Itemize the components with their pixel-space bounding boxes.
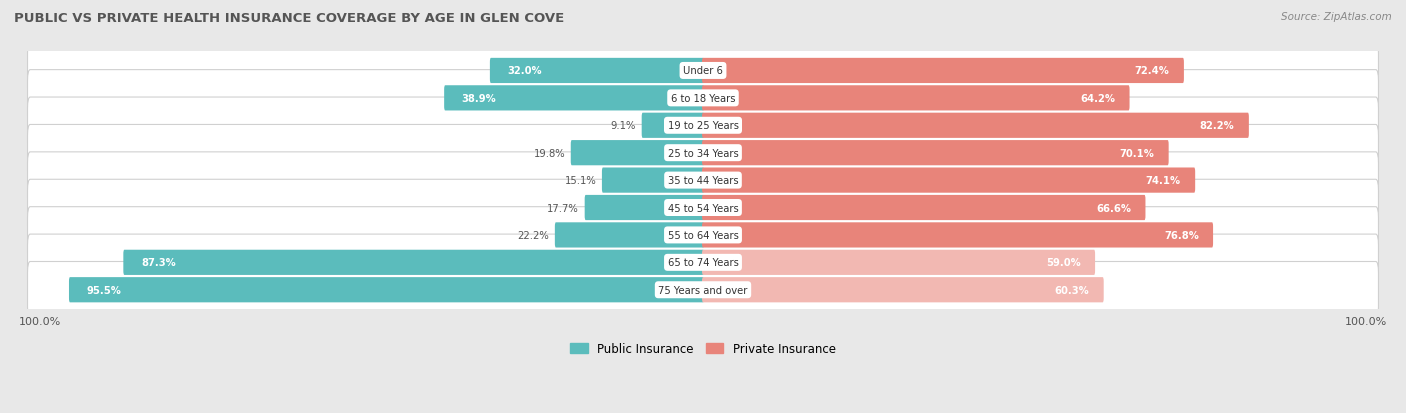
Text: 19.8%: 19.8%: [533, 148, 565, 158]
Text: 35 to 44 Years: 35 to 44 Years: [668, 176, 738, 186]
FancyBboxPatch shape: [702, 141, 1168, 166]
FancyBboxPatch shape: [702, 250, 1095, 275]
FancyBboxPatch shape: [444, 86, 704, 111]
Text: 70.1%: 70.1%: [1119, 148, 1154, 158]
Text: 55 to 64 Years: 55 to 64 Years: [668, 230, 738, 240]
FancyBboxPatch shape: [28, 71, 1378, 127]
FancyBboxPatch shape: [124, 250, 704, 275]
Text: 15.1%: 15.1%: [565, 176, 596, 186]
FancyBboxPatch shape: [702, 195, 1146, 221]
Text: 19 to 25 Years: 19 to 25 Years: [668, 121, 738, 131]
Text: 32.0%: 32.0%: [508, 66, 543, 76]
FancyBboxPatch shape: [702, 223, 1213, 248]
FancyBboxPatch shape: [702, 59, 1184, 84]
Text: 64.2%: 64.2%: [1080, 94, 1115, 104]
Text: 38.9%: 38.9%: [461, 94, 496, 104]
FancyBboxPatch shape: [28, 152, 1378, 209]
FancyBboxPatch shape: [585, 195, 704, 221]
FancyBboxPatch shape: [28, 262, 1378, 318]
FancyBboxPatch shape: [702, 168, 1195, 193]
Text: 45 to 54 Years: 45 to 54 Years: [668, 203, 738, 213]
FancyBboxPatch shape: [702, 278, 1104, 303]
Text: 95.5%: 95.5%: [87, 285, 121, 295]
Legend: Public Insurance, Private Insurance: Public Insurance, Private Insurance: [565, 337, 841, 360]
FancyBboxPatch shape: [28, 98, 1378, 154]
FancyBboxPatch shape: [28, 125, 1378, 181]
FancyBboxPatch shape: [489, 59, 704, 84]
Text: 72.4%: 72.4%: [1135, 66, 1170, 76]
Text: 22.2%: 22.2%: [517, 230, 550, 240]
Text: 76.8%: 76.8%: [1164, 230, 1199, 240]
FancyBboxPatch shape: [28, 235, 1378, 291]
Text: Under 6: Under 6: [683, 66, 723, 76]
FancyBboxPatch shape: [69, 278, 704, 303]
FancyBboxPatch shape: [571, 141, 704, 166]
FancyBboxPatch shape: [28, 207, 1378, 263]
Text: Source: ZipAtlas.com: Source: ZipAtlas.com: [1281, 12, 1392, 22]
FancyBboxPatch shape: [28, 180, 1378, 236]
FancyBboxPatch shape: [555, 223, 704, 248]
Text: 87.3%: 87.3%: [141, 258, 176, 268]
Text: 82.2%: 82.2%: [1199, 121, 1234, 131]
Text: 59.0%: 59.0%: [1046, 258, 1081, 268]
Text: 9.1%: 9.1%: [610, 121, 636, 131]
Text: 75 Years and over: 75 Years and over: [658, 285, 748, 295]
FancyBboxPatch shape: [702, 86, 1129, 111]
Text: 60.3%: 60.3%: [1054, 285, 1090, 295]
Text: 74.1%: 74.1%: [1146, 176, 1181, 186]
Text: 65 to 74 Years: 65 to 74 Years: [668, 258, 738, 268]
FancyBboxPatch shape: [641, 114, 704, 138]
Text: 25 to 34 Years: 25 to 34 Years: [668, 148, 738, 158]
FancyBboxPatch shape: [702, 114, 1249, 138]
FancyBboxPatch shape: [602, 168, 704, 193]
Text: PUBLIC VS PRIVATE HEALTH INSURANCE COVERAGE BY AGE IN GLEN COVE: PUBLIC VS PRIVATE HEALTH INSURANCE COVER…: [14, 12, 564, 25]
Text: 66.6%: 66.6%: [1097, 203, 1132, 213]
Text: 17.7%: 17.7%: [547, 203, 579, 213]
FancyBboxPatch shape: [28, 43, 1378, 100]
Text: 6 to 18 Years: 6 to 18 Years: [671, 94, 735, 104]
